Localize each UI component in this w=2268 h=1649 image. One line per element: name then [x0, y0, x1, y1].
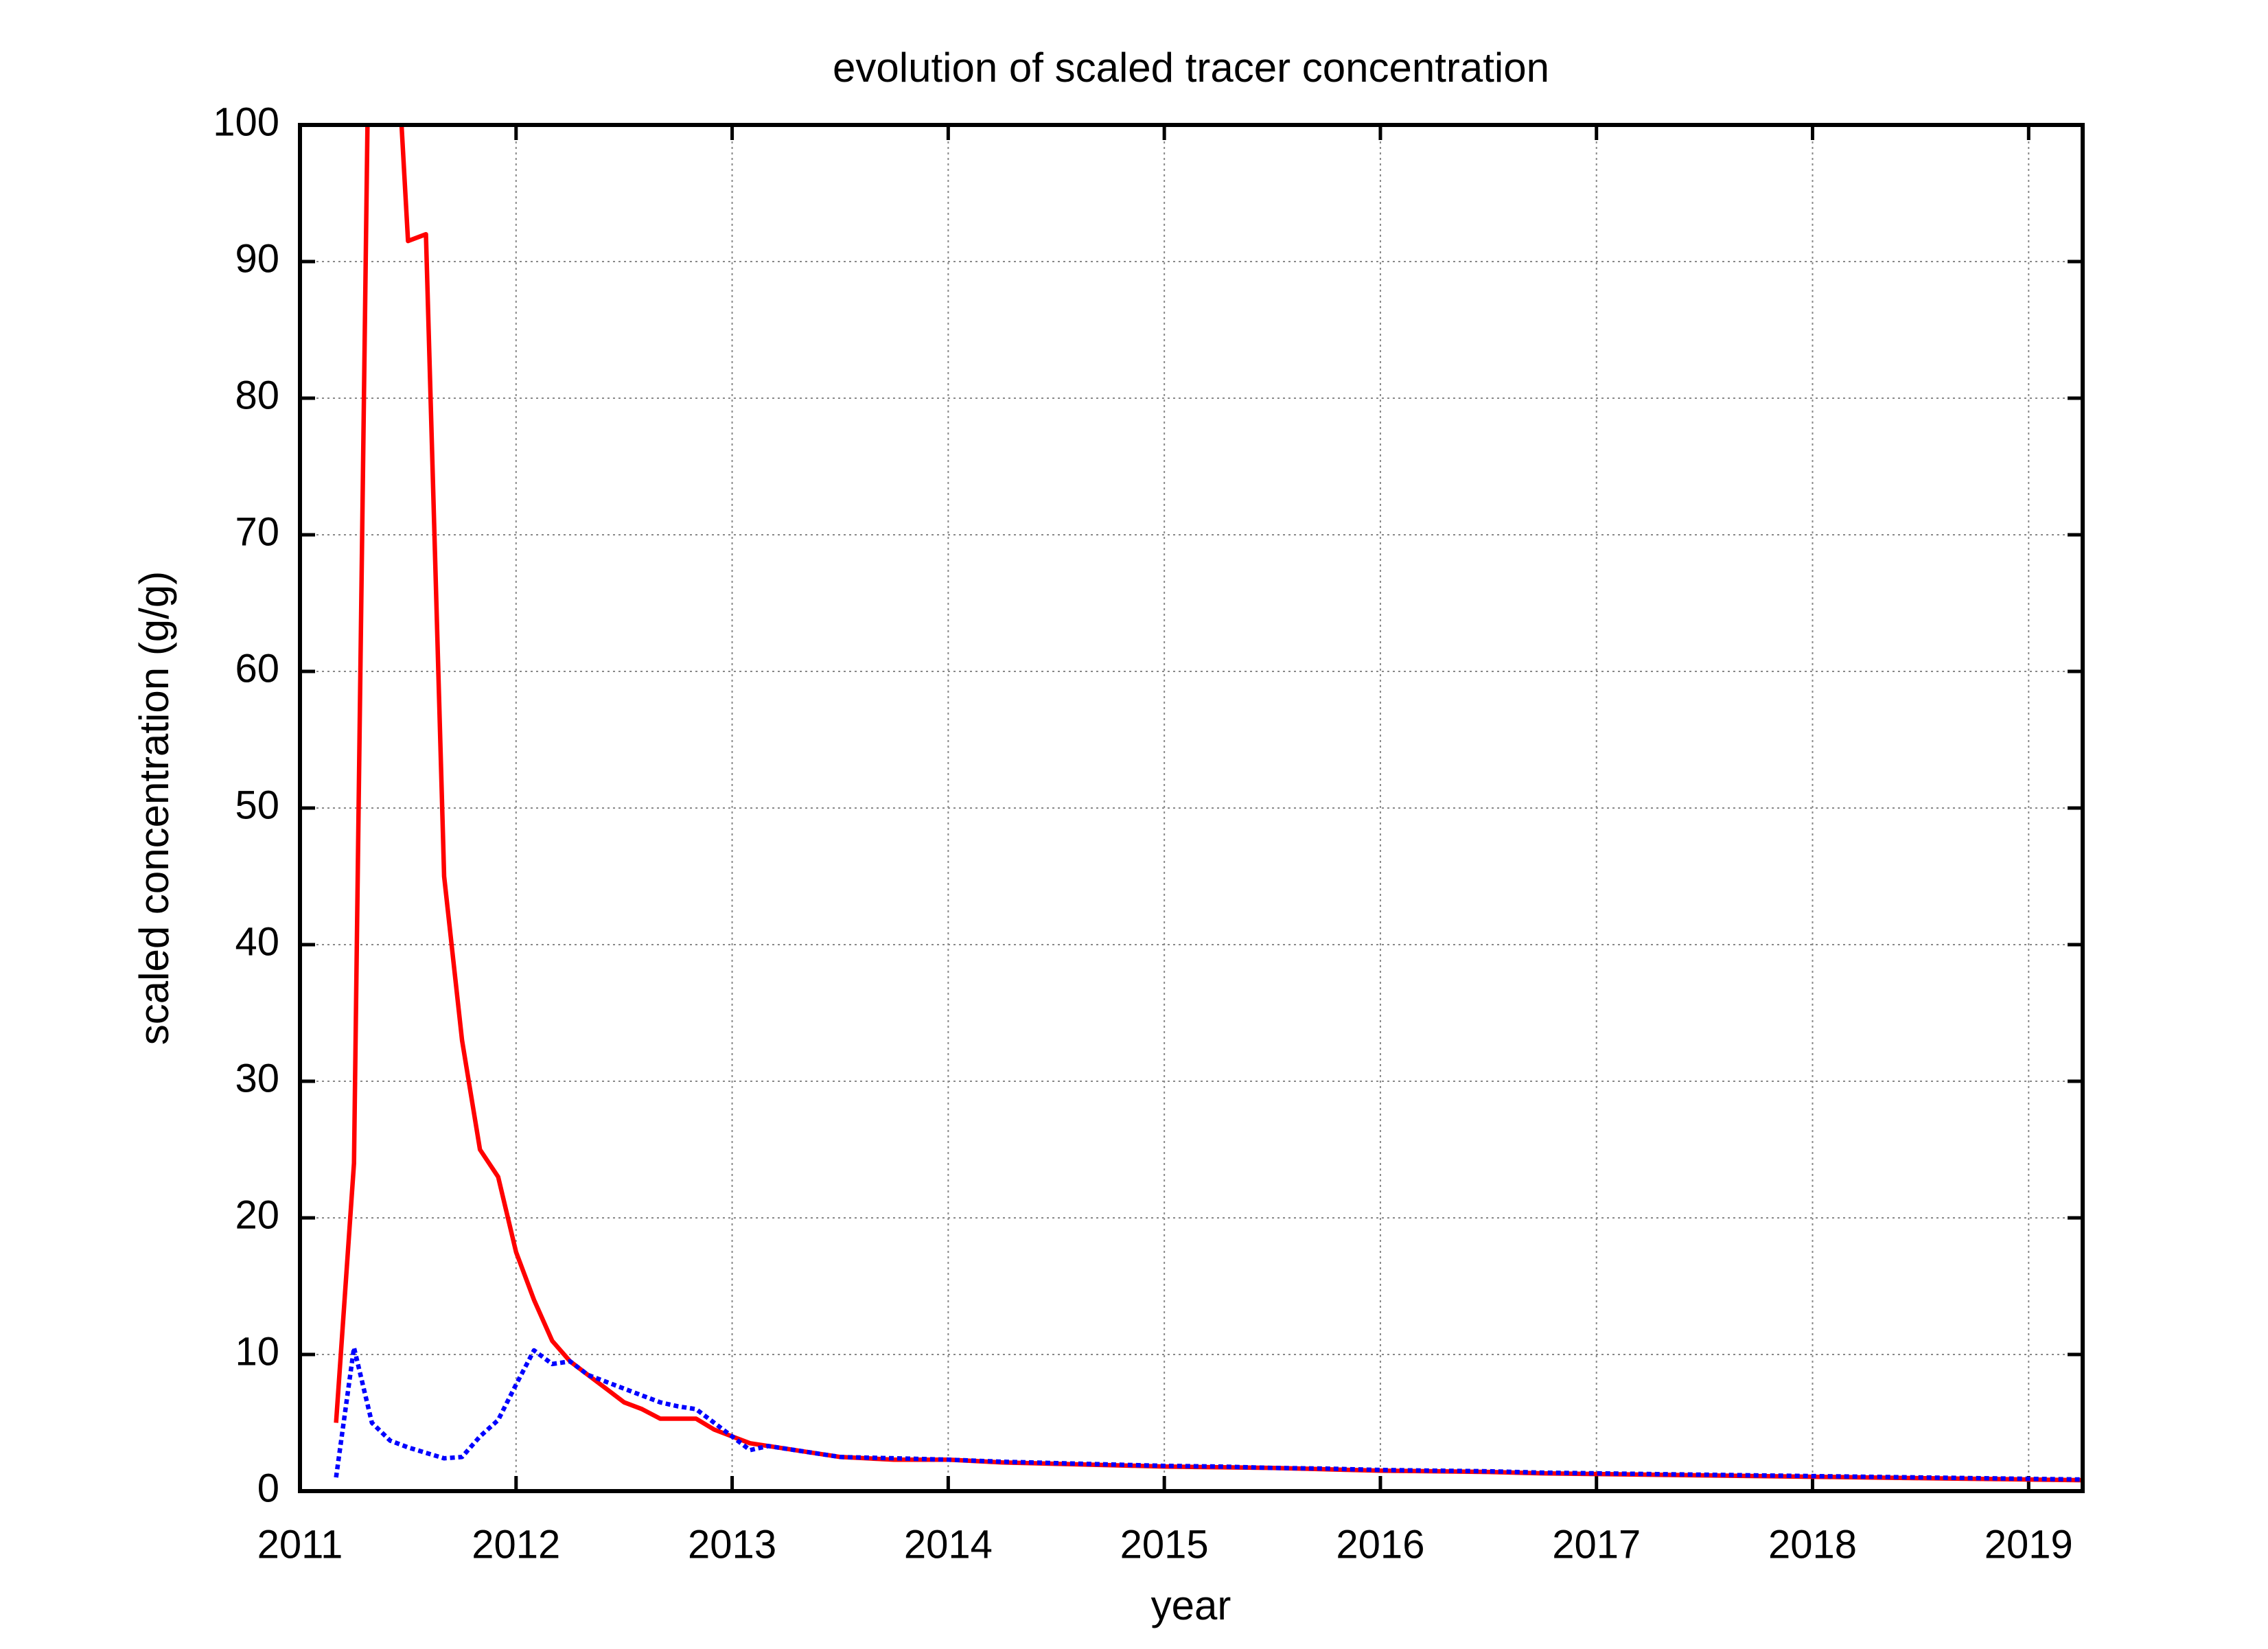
- x-tick-label: 2017: [1552, 1522, 1641, 1567]
- y-tick-label: 60: [235, 646, 279, 691]
- x-tick-label: 2018: [1768, 1522, 1857, 1567]
- y-tick-label: 50: [235, 783, 279, 827]
- x-tick-label: 2014: [904, 1522, 993, 1567]
- series-line: [334, 1345, 2083, 1482]
- y-axis-label: scaled concentration (g/g): [131, 571, 177, 1045]
- y-tick-label: 90: [235, 236, 279, 281]
- y-tick-label: 20: [235, 1192, 279, 1237]
- x-tick-label: 2011: [257, 1522, 343, 1567]
- x-tick-label: 2012: [472, 1522, 560, 1567]
- series-line: [334, 125, 2083, 1483]
- x-tick-label: 2016: [1336, 1522, 1424, 1567]
- y-tick-label: 70: [235, 509, 279, 554]
- y-tick-label: 10: [235, 1329, 279, 1374]
- y-tick-label: 100: [213, 100, 279, 144]
- plot-frame: [298, 123, 2085, 1493]
- x-axis-label: year: [1151, 1582, 1231, 1628]
- chart-title: evolution of scaled tracer concentration: [833, 45, 1549, 91]
- x-tick-label: 2013: [688, 1522, 776, 1567]
- y-tick-label: 40: [235, 919, 279, 964]
- x-tick-label: 2015: [1120, 1522, 1209, 1567]
- y-tick-label: 30: [235, 1056, 279, 1100]
- y-tick-label: 0: [257, 1466, 279, 1510]
- y-tick-label: 80: [235, 373, 279, 417]
- x-tick-label: 2019: [1984, 1522, 2073, 1567]
